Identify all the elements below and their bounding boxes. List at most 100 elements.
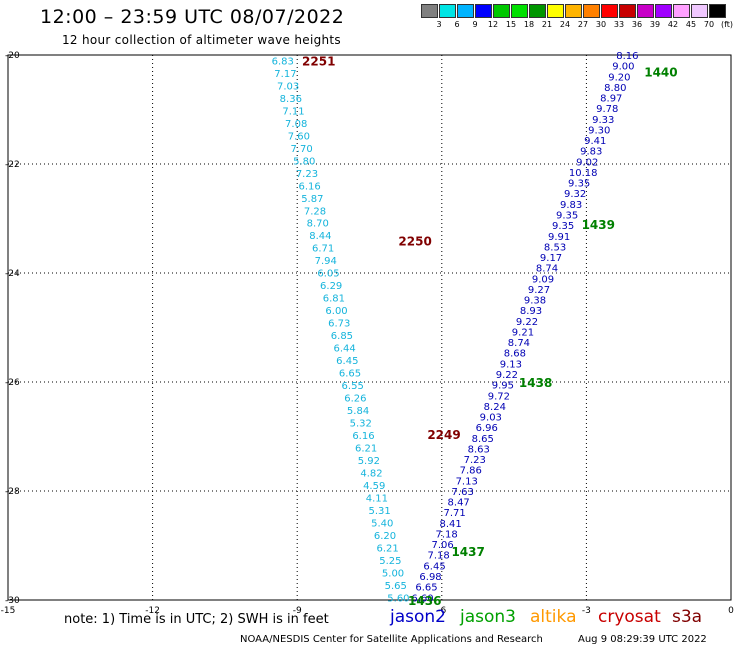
- wave-height-point: 4.59: [363, 481, 385, 492]
- wave-height-point: 5.84: [347, 406, 369, 417]
- wave-height-point: 9.95: [492, 381, 514, 392]
- color-scale-label: (ft): [720, 20, 734, 29]
- wave-height-point: 9.83: [580, 147, 602, 158]
- color-scale-swatch: [547, 4, 564, 18]
- wave-height-point: 9.32: [564, 189, 586, 200]
- color-scale-swatch: [655, 4, 672, 18]
- satellite-legend-altika: altika: [530, 607, 577, 627]
- wave-height-point: 5.92: [358, 456, 380, 467]
- color-scale-label: 30: [595, 20, 607, 29]
- wave-height-point: 7.23: [464, 455, 486, 466]
- color-scale-swatch: [583, 4, 600, 18]
- satellite-legend-jason2: jason2: [390, 607, 446, 627]
- wave-height-point: 6.60: [411, 593, 433, 604]
- color-scale-label: 15: [505, 20, 517, 29]
- wave-height-point: 5.65: [385, 581, 407, 592]
- wave-height-point: 6.05: [317, 269, 339, 280]
- wave-height-point: 7.18: [435, 529, 457, 540]
- wave-height-point: 8.41: [440, 519, 462, 530]
- wave-height-point: 6.29: [320, 281, 342, 292]
- wave-height-point: 4.11: [366, 493, 388, 504]
- wave-height-point: 5.80: [293, 156, 315, 167]
- footer-timestamp: Aug 9 08:29:39 UTC 2022: [578, 634, 707, 645]
- satellite-legend-cryosat: cryosat: [598, 607, 661, 627]
- wave-height-point: 6.45: [423, 561, 445, 572]
- color-scale-label: 21: [541, 20, 553, 29]
- wave-height-point: 6.44: [333, 344, 355, 355]
- wave-height-point: 6.55: [342, 381, 364, 392]
- satellite-legend-jason3: jason3: [460, 607, 516, 627]
- x-tick-label: 0: [728, 606, 734, 616]
- wave-height-point: 6.85: [331, 331, 353, 342]
- wave-height-point: 9.35: [552, 221, 574, 232]
- wave-height-point: 6.81: [323, 294, 345, 305]
- satellite-legend-s3a: s3a: [672, 607, 703, 627]
- wave-height-point: 9.27: [528, 285, 550, 296]
- wave-height-point: 7.63: [452, 487, 474, 498]
- color-scale-label: 6: [454, 20, 460, 29]
- wave-height-point: 6.65: [339, 369, 361, 380]
- x-tick-label: -6: [437, 606, 446, 616]
- wave-height-point: 6.98: [419, 572, 441, 583]
- wave-height-point: 8.68: [504, 349, 526, 360]
- wave-height-point: 5.32: [350, 418, 372, 429]
- color-scale-label: 24: [559, 20, 571, 29]
- color-scale-swatch: [511, 4, 528, 18]
- wave-height-point: 6.16: [299, 181, 321, 192]
- wave-height-point: 6.26: [344, 394, 366, 405]
- wave-height-point: 7.60: [288, 131, 310, 142]
- wave-height-point: 8.24: [484, 402, 506, 413]
- color-scale-label: 33: [613, 20, 625, 29]
- color-scale-label: 70: [703, 20, 715, 29]
- wave-height-point: 6.16: [352, 431, 374, 442]
- pass-number-label: 1437: [451, 545, 484, 559]
- x-tick-label: -3: [582, 606, 591, 616]
- wave-height-point: 7.18: [427, 551, 449, 562]
- color-scale-swatch: [475, 4, 492, 18]
- wave-height-point: 5.60: [387, 593, 409, 604]
- color-scale-swatch: [673, 4, 690, 18]
- x-tick-label: -15: [1, 606, 16, 616]
- wave-height-point: 8.36: [280, 94, 302, 105]
- pass-number-label: 1438: [519, 376, 552, 390]
- color-scale-swatch: [601, 4, 618, 18]
- wave-height-point: 6.21: [377, 543, 399, 554]
- wave-height-point: 6.83: [272, 56, 294, 67]
- pass-number-label: 1436: [408, 594, 441, 608]
- wave-height-point: 6.45: [336, 356, 358, 367]
- pass-number-label: 1440: [644, 65, 677, 79]
- wave-height-point: 8.70: [307, 219, 329, 230]
- wave-height-point: 9.22: [496, 370, 518, 381]
- color-scale-swatch: [421, 4, 438, 18]
- wave-height-point: 7.28: [304, 206, 326, 217]
- wave-height-point: 9.91: [548, 232, 570, 243]
- wave-height-point: 9.02: [576, 157, 598, 168]
- y-tick-label: -20: [5, 51, 20, 61]
- wave-height-point: 6.65: [415, 583, 437, 594]
- wave-height-point: 7.71: [444, 508, 466, 519]
- wave-height-point: 9.09: [532, 274, 554, 285]
- wave-height-point: 8.44: [309, 231, 331, 242]
- wave-height-point: 7.08: [285, 119, 307, 130]
- wave-height-point: 9.20: [608, 72, 630, 83]
- wave-height-point: 10.18: [569, 168, 598, 179]
- wave-height-point: 8.53: [544, 242, 566, 253]
- plot-frame: [7, 54, 732, 601]
- wave-height-point: 5.87: [301, 194, 323, 205]
- color-scale-label: 39: [649, 20, 661, 29]
- wave-height-point: 6.21: [355, 443, 377, 454]
- color-scale-label: 9: [472, 20, 478, 29]
- wave-height-point: 5.31: [368, 506, 390, 517]
- wave-height-point: 8.80: [604, 83, 626, 94]
- wave-height-point: 4.82: [360, 468, 382, 479]
- wave-height-point: 5.00: [382, 568, 404, 579]
- pass-number-label: 2250: [398, 234, 431, 248]
- wave-height-point: 9.13: [500, 359, 522, 370]
- color-scale-swatch: [619, 4, 636, 18]
- wave-height-point: 5.25: [379, 556, 401, 567]
- wave-height-point: 8.65: [472, 434, 494, 445]
- wave-height-point: 9.33: [592, 115, 614, 126]
- wave-height-point: 6.71: [312, 244, 334, 255]
- color-scale-swatch: [709, 4, 726, 18]
- wave-height-point: 8.97: [600, 94, 622, 105]
